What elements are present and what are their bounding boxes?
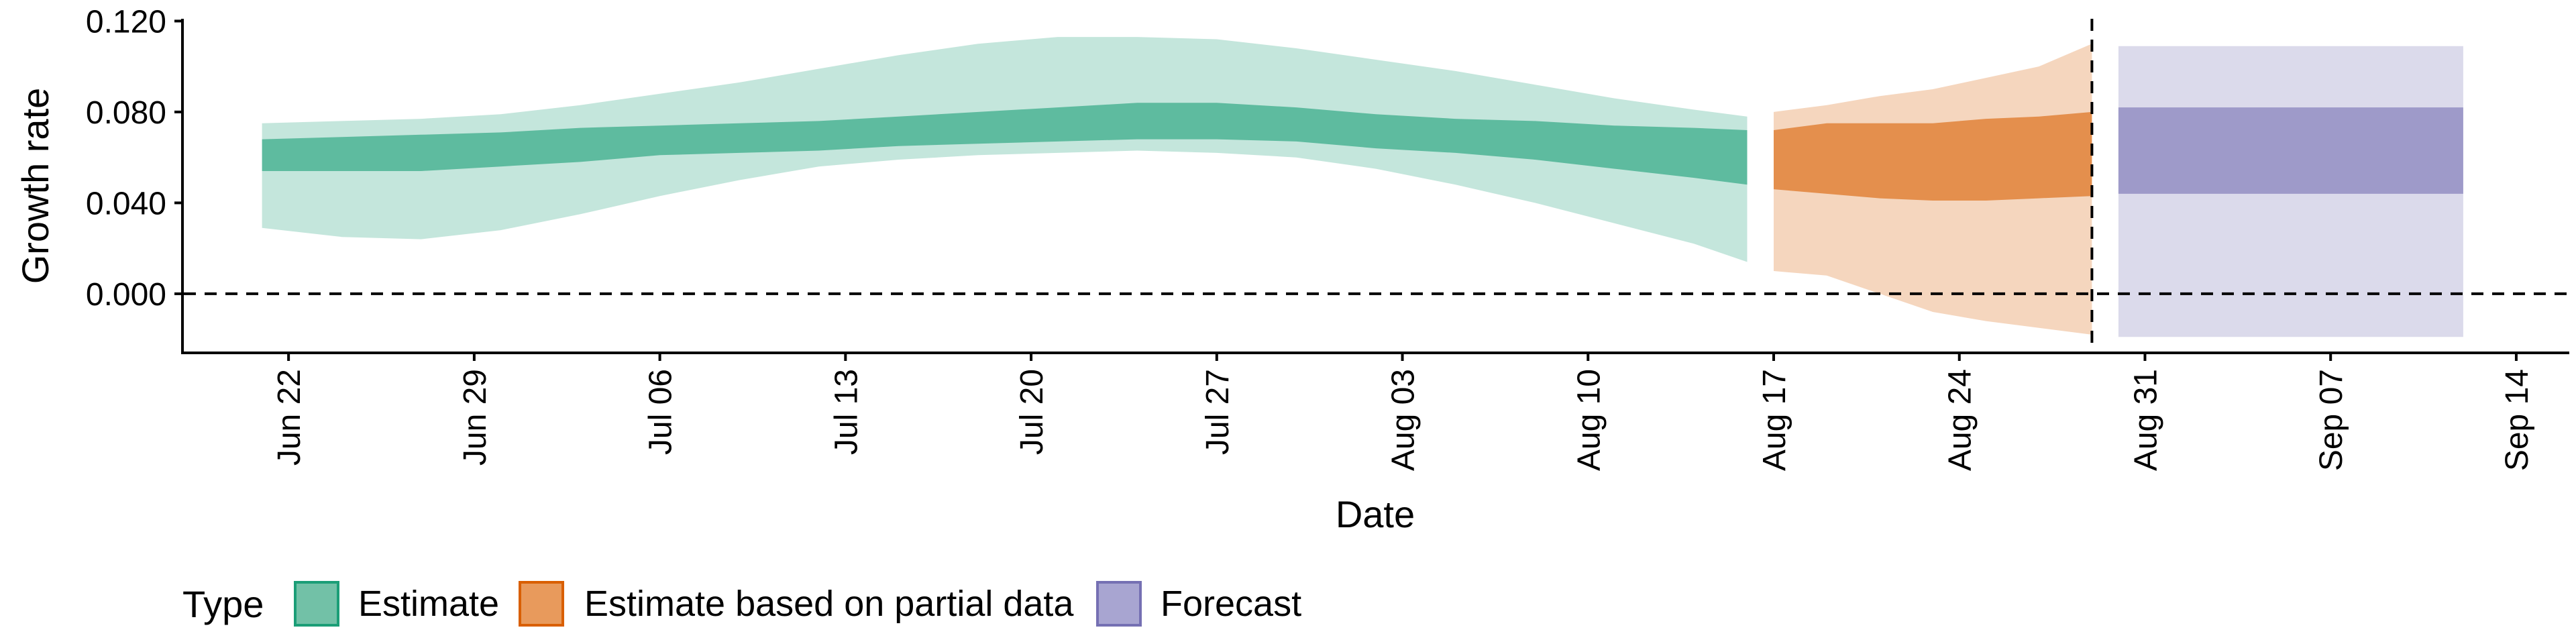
x-tick-label: Sep 14 — [2500, 369, 2535, 471]
y-tick-label: 0.040 — [86, 186, 166, 221]
legend-key-estimate — [294, 581, 339, 627]
x-tick-label: Jul 13 — [828, 369, 864, 455]
legend-key-partial — [519, 581, 564, 627]
forecast-inner-band — [2118, 107, 2463, 194]
x-tick-label: Jun 29 — [458, 369, 493, 466]
estimate-based-on-partial-data-inner-band — [1774, 111, 2092, 201]
x-tick-label: Jul 06 — [643, 369, 679, 455]
x-tick-label: Jul 27 — [1200, 369, 1236, 455]
x-tick-label: Aug 17 — [1757, 369, 1792, 471]
legend-label-partial: Estimate based on partial data — [584, 584, 1074, 624]
legend-label-forecast: Forecast — [1161, 584, 1301, 624]
legend-title: Type — [182, 583, 264, 625]
x-tick-label: Aug 31 — [2128, 369, 2163, 471]
x-tick-label: Jul 20 — [1014, 369, 1050, 455]
y-axis-title: Growth rate — [14, 88, 56, 284]
y-axis-ticks: 0.000 0.040 0.080 0.120 — [86, 4, 182, 313]
legend-label-estimate: Estimate — [358, 584, 499, 624]
estimate-outer-band — [262, 37, 1748, 262]
x-axis-title: Date — [1336, 493, 1415, 535]
y-tick-label: 0.080 — [86, 95, 166, 131]
x-axis-ticks: Jun 22 Jun 29 Jul 06 Jul 13 Jul 20 Jul 27 Aug … — [272, 353, 2535, 471]
legend-key-forecast — [1096, 581, 1142, 627]
x-tick-label: Sep 07 — [2314, 369, 2349, 471]
x-tick-label: Aug 10 — [1571, 369, 1607, 471]
legend: Type Estimate Estimate based on partial … — [182, 581, 1301, 627]
x-tick-label: Aug 03 — [1386, 369, 1421, 471]
ribbon-layer — [262, 37, 2463, 337]
x-tick-label: Jun 22 — [272, 369, 307, 466]
x-tick-label: Aug 24 — [1943, 369, 1978, 471]
y-tick-label: 0.000 — [86, 277, 166, 313]
y-tick-label: 0.120 — [86, 4, 166, 40]
estimate-inner-band — [262, 103, 1748, 185]
